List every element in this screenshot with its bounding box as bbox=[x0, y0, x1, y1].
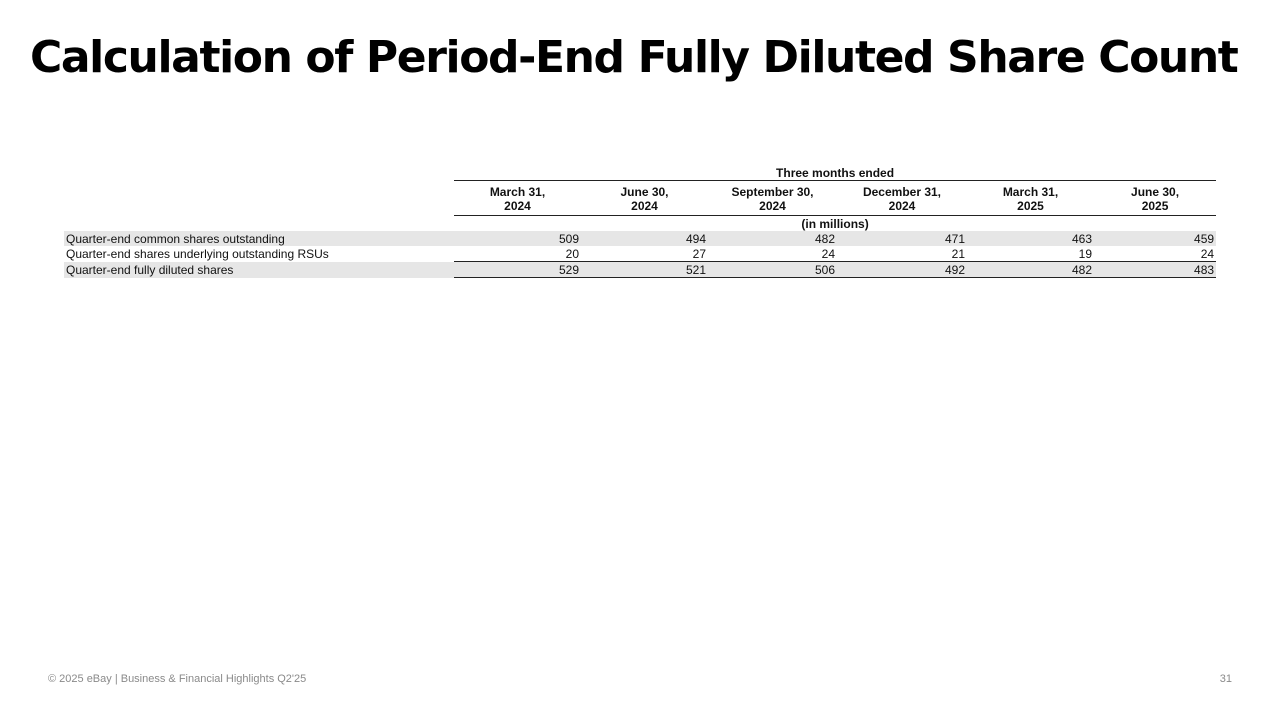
column-header: June 30, 2025 bbox=[1094, 180, 1217, 216]
table-cell: 24 bbox=[1200, 246, 1215, 261]
row-label: Quarter-end common shares outstanding bbox=[64, 231, 454, 246]
table-cell: 21 bbox=[951, 246, 965, 261]
table-cell: 20 bbox=[565, 246, 579, 261]
table-cell: 482 bbox=[708, 231, 837, 246]
table-cell: 492 bbox=[837, 261, 967, 278]
page-number: 31 bbox=[1219, 673, 1232, 685]
table-cell: 483 bbox=[1094, 261, 1217, 278]
table-row-rsus: Quarter-end shares underlying outstandin… bbox=[64, 246, 1216, 262]
row-label: Quarter-end fully diluted shares bbox=[64, 261, 454, 278]
table-cell: 506 bbox=[708, 261, 837, 278]
table-cell: 463 bbox=[967, 231, 1094, 246]
table-cell: 459 bbox=[1094, 231, 1217, 246]
group-header: Three months ended bbox=[454, 164, 1217, 181]
table-cell: 482 bbox=[967, 261, 1094, 278]
table-cell: 509 bbox=[454, 231, 581, 246]
column-header: December 31, 2024 bbox=[837, 180, 967, 216]
column-header: March 31, 2024 bbox=[454, 180, 581, 216]
period-header-row: March 31, 2024 June 30, 2024 September 30,… bbox=[64, 180, 1217, 216]
column-header: September 30, 2024 bbox=[708, 180, 837, 216]
column-header: June 30, 2024 bbox=[581, 180, 708, 216]
table-cell: 529 bbox=[454, 261, 581, 278]
table-cell: 24 bbox=[821, 246, 835, 261]
table-cell: 19 bbox=[1078, 246, 1092, 261]
units-label: (in millions) bbox=[801, 216, 869, 231]
table-cell: 27 bbox=[692, 246, 706, 261]
column-header: March 31, 2025 bbox=[967, 180, 1094, 216]
table-cell: 471 bbox=[837, 231, 967, 246]
units-row: (in millions) bbox=[64, 216, 1216, 232]
header-spacer bbox=[64, 216, 454, 232]
table-row-common-shares: Quarter-end common shares outstanding 50… bbox=[64, 231, 1217, 246]
table-cell: 521 bbox=[581, 261, 708, 278]
table-cell: 494 bbox=[581, 231, 708, 246]
table-row-fully-diluted: Quarter-end fully diluted shares 529 521… bbox=[64, 261, 1217, 278]
header-spacer bbox=[64, 181, 454, 216]
page-title: Calculation of Period-End Fully Diluted … bbox=[30, 32, 1239, 83]
header-spacer bbox=[64, 164, 454, 181]
row-label: Quarter-end shares underlying outstandin… bbox=[66, 246, 329, 261]
footer-copyright: © 2025 eBay | Business & Financial Highl… bbox=[48, 673, 307, 685]
group-header-row: Three months ended bbox=[64, 164, 1217, 181]
share-count-table: Three months ended March 31, 2024 June 30… bbox=[64, 164, 1217, 278]
